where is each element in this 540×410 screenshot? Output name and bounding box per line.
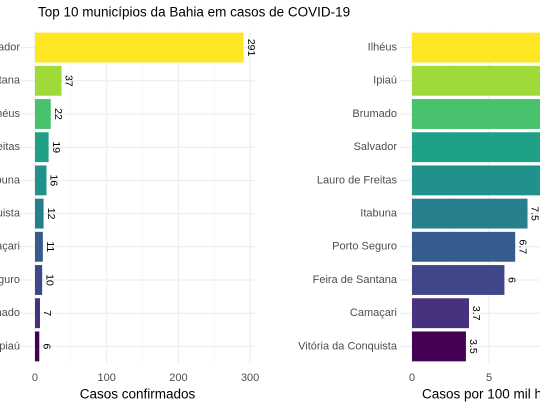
x-tick-label: 0 bbox=[409, 372, 415, 384]
category-label: Salvador bbox=[354, 141, 398, 153]
bar bbox=[412, 331, 466, 362]
x-tick-label: 5 bbox=[486, 372, 492, 384]
x-tick-label: 200 bbox=[169, 372, 187, 384]
value-label: 37 bbox=[63, 75, 75, 87]
bar bbox=[412, 65, 540, 96]
category-label: Brumado bbox=[0, 307, 20, 319]
category-label: Ipiaú bbox=[373, 75, 397, 87]
bar bbox=[34, 99, 51, 129]
value-label: 12 bbox=[45, 208, 57, 220]
x-axis-label: Casos por 100 mil habitantes bbox=[422, 387, 540, 402]
bar bbox=[412, 165, 540, 196]
bar bbox=[34, 65, 62, 96]
category-label: Feira de Santana bbox=[313, 274, 398, 286]
x-tick-label: 300 bbox=[241, 372, 259, 384]
bar bbox=[34, 331, 40, 362]
bar bbox=[34, 198, 44, 229]
category-label: Salvador bbox=[0, 42, 20, 54]
value-label: 11 bbox=[44, 241, 56, 252]
category-label: Lauro de Freitas bbox=[0, 141, 20, 153]
category-label: Porto Seguro bbox=[332, 241, 397, 253]
bar bbox=[412, 132, 540, 163]
bar bbox=[34, 165, 47, 196]
value-label: 6 bbox=[41, 343, 53, 349]
category-label: Feira de Santana bbox=[0, 75, 21, 87]
bar bbox=[412, 99, 540, 129]
bar bbox=[34, 231, 43, 262]
value-label: 22 bbox=[52, 108, 64, 120]
x-tick-label: 0 bbox=[32, 372, 38, 384]
bar bbox=[412, 298, 469, 329]
category-label: Camaçari bbox=[350, 307, 397, 319]
chart-title: Top 10 municípios da Bahia em casos de C… bbox=[38, 5, 350, 20]
value-label: 10 bbox=[43, 274, 55, 286]
category-label: Brumado bbox=[352, 108, 397, 120]
category-label: Lauro de Freitas bbox=[317, 174, 398, 186]
value-label: 7 bbox=[41, 310, 53, 316]
category-label: Itabuna bbox=[360, 208, 398, 220]
category-label: Porto Seguro bbox=[0, 274, 20, 286]
category-label: Ilhéus bbox=[368, 42, 398, 54]
value-label: 6 bbox=[506, 277, 518, 283]
value-label: 3.7 bbox=[470, 306, 482, 321]
bar bbox=[34, 298, 41, 329]
x-axis-label: Casos confirmados bbox=[80, 387, 196, 402]
bar bbox=[412, 265, 505, 295]
bar bbox=[34, 132, 49, 163]
bar bbox=[34, 265, 43, 295]
category-label: Vitória da Conquista bbox=[0, 208, 21, 220]
category-label: Ilhéus bbox=[0, 108, 20, 120]
value-label: 291 bbox=[245, 39, 257, 57]
value-label: 3.5 bbox=[467, 339, 479, 354]
bar bbox=[412, 198, 528, 229]
bar bbox=[412, 231, 516, 262]
x-tick-label: 100 bbox=[98, 372, 116, 384]
bar bbox=[34, 32, 244, 63]
value-label: 16 bbox=[48, 175, 60, 187]
value-label: 19 bbox=[50, 141, 62, 153]
bar bbox=[412, 32, 540, 63]
value-label: 6.7 bbox=[516, 239, 528, 254]
category-label: Vitória da Conquista bbox=[298, 340, 398, 352]
value-label: 7.5 bbox=[529, 206, 540, 221]
category-label: Ipiaú bbox=[0, 340, 20, 352]
category-label: Camaçari bbox=[0, 241, 20, 253]
category-label: Itabuna bbox=[0, 174, 21, 186]
